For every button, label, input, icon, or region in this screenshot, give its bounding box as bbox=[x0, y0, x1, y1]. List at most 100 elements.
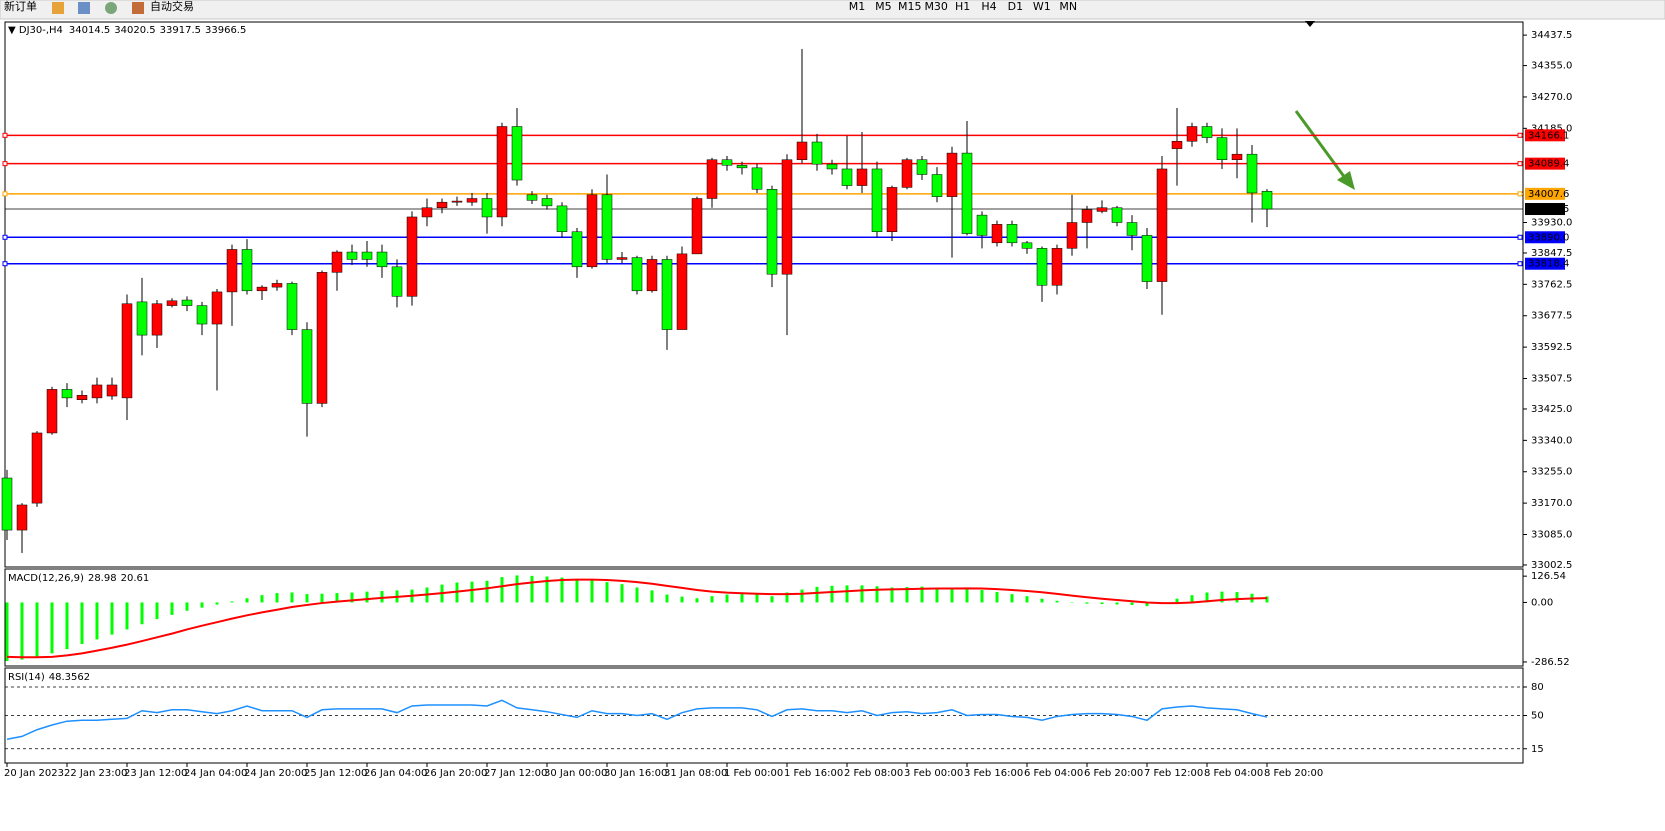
level-tag bbox=[1525, 257, 1565, 270]
candle-body bbox=[1111, 207, 1123, 223]
level-handle bbox=[1517, 161, 1523, 167]
candle-body bbox=[1201, 126, 1213, 138]
y-tick-label: 33170.0 bbox=[1531, 498, 1572, 509]
candle-body bbox=[1, 477, 13, 531]
candle-body bbox=[76, 395, 88, 400]
y-tick-label: 0.00 bbox=[1531, 597, 1553, 608]
level-tag-label: 34007.6 bbox=[1528, 189, 1569, 200]
candle-body bbox=[31, 432, 43, 504]
main-panel bbox=[4, 21, 1524, 568]
timeframe-button[interactable]: D1 bbox=[1008, 0, 1023, 13]
timeframe-button[interactable]: M30 bbox=[924, 0, 948, 13]
level-tag-label: 34166.1 bbox=[1528, 130, 1569, 141]
candle-body bbox=[856, 168, 868, 186]
candle-body bbox=[841, 168, 853, 186]
x-tick-label: 31 Jan 08:00 bbox=[664, 768, 727, 779]
rsi-title: RSI(14) bbox=[8, 672, 45, 683]
timeframe-button[interactable]: H4 bbox=[981, 0, 996, 13]
timeframe-button[interactable]: M5 bbox=[875, 0, 892, 13]
level-tag bbox=[1525, 129, 1565, 142]
timeframe-button[interactable]: H1 bbox=[955, 0, 970, 13]
candle-body bbox=[106, 384, 118, 397]
candle-body bbox=[766, 189, 778, 275]
candle-body bbox=[466, 198, 478, 203]
macd-header: MACD(12,26,9) 28.98 20.61 bbox=[8, 573, 149, 584]
candle-body bbox=[991, 224, 1003, 244]
candle-body bbox=[256, 286, 268, 292]
x-tick-label: 30 Jan 16:00 bbox=[604, 768, 667, 779]
candle-body bbox=[1246, 153, 1258, 194]
candle-body bbox=[631, 257, 643, 292]
candle-body bbox=[16, 504, 28, 531]
candle-body bbox=[1096, 207, 1108, 212]
candle-body bbox=[271, 283, 283, 288]
level-tag bbox=[1525, 157, 1565, 170]
candle-body bbox=[331, 251, 343, 273]
close-value: 33966.5 bbox=[205, 25, 246, 36]
timeframes: M1 M5 M15 M30 H1 H4 D1 W1 MN bbox=[849, 0, 1077, 13]
toolbar: 新订单 自动交易 M1 M5 M15 M30 H1 H4 D1 W1 MN bbox=[0, 0, 1665, 27]
icon bbox=[78, 2, 90, 14]
level-tag bbox=[1525, 231, 1565, 244]
low-value: 33917.5 bbox=[160, 25, 201, 36]
y-tick-label: 34270.0 bbox=[1531, 92, 1572, 103]
candle-body bbox=[91, 384, 103, 399]
signal-value: 20.61 bbox=[121, 573, 150, 584]
new-order-button[interactable]: 新订单 bbox=[4, 0, 37, 13]
candle-body bbox=[781, 159, 793, 275]
candle-body bbox=[391, 266, 403, 297]
signal-line bbox=[6, 578, 1268, 659]
candle-body bbox=[46, 389, 58, 434]
timeframe-button[interactable]: M1 bbox=[849, 0, 866, 13]
icon bbox=[52, 2, 64, 14]
y-tick-label: 50 bbox=[1531, 711, 1544, 722]
candle-body bbox=[796, 141, 808, 160]
y-tick-label: 33930.0 bbox=[1531, 217, 1572, 228]
x-tick-label: 8 Feb 04:00 bbox=[1204, 768, 1263, 779]
level-tag bbox=[1525, 187, 1565, 200]
x-tick-label: 3 Feb 16:00 bbox=[964, 768, 1023, 779]
candle-body bbox=[886, 187, 898, 232]
y-tick-label: 33002.5 bbox=[1531, 560, 1572, 571]
rsi-value: 48.3562 bbox=[49, 672, 90, 683]
toolbar-bg bbox=[0, 0, 1665, 20]
level-handle bbox=[2, 191, 8, 197]
candle-body bbox=[526, 194, 538, 201]
candle-body bbox=[1261, 191, 1273, 210]
macd-title: MACD(12,26,9) bbox=[8, 573, 84, 584]
x-tick-label: 24 Jan 20:00 bbox=[244, 768, 307, 779]
candle-body bbox=[1066, 222, 1078, 249]
candle-body bbox=[1006, 224, 1018, 244]
candle-body bbox=[586, 194, 598, 268]
candle-body bbox=[976, 214, 988, 236]
y-tick-label: 15 bbox=[1531, 744, 1544, 755]
candle-body bbox=[616, 257, 628, 260]
candle-body bbox=[1171, 141, 1183, 149]
timeframe-button[interactable]: W1 bbox=[1033, 0, 1051, 13]
rsi-header: RSI(14) 48.3562 bbox=[8, 672, 90, 683]
icon bbox=[132, 2, 144, 14]
y-tick-label: 80 bbox=[1531, 682, 1544, 693]
timeframe-button[interactable]: M15 bbox=[898, 0, 922, 13]
y-tick-label: 34185.0 bbox=[1531, 123, 1572, 134]
candle-body bbox=[661, 259, 673, 330]
x-tick-label: 30 Jan 00:00 bbox=[544, 768, 607, 779]
candle-body bbox=[646, 259, 658, 292]
level-handle bbox=[1517, 234, 1523, 240]
timeframe-button[interactable]: MN bbox=[1059, 0, 1077, 13]
y-tick-label: 33507.5 bbox=[1531, 374, 1572, 385]
auto-trading-button[interactable]: 自动交易 bbox=[150, 0, 194, 13]
candle-body bbox=[601, 194, 613, 260]
candle-body bbox=[721, 159, 733, 166]
chart-header: ▼ DJ30-,H4 34014.5 34020.5 33917.5 33966.5 bbox=[8, 25, 246, 36]
bid-tag-label: 33966.5 bbox=[1528, 204, 1569, 215]
candle-body bbox=[481, 198, 493, 218]
level-handle bbox=[1517, 191, 1523, 197]
candle-body bbox=[421, 207, 433, 218]
candle-body bbox=[1081, 209, 1093, 223]
candle-body bbox=[706, 159, 718, 199]
y-tick-label: 33340.0 bbox=[1531, 435, 1572, 446]
candle-body bbox=[571, 231, 583, 268]
level-handle bbox=[1517, 261, 1523, 267]
